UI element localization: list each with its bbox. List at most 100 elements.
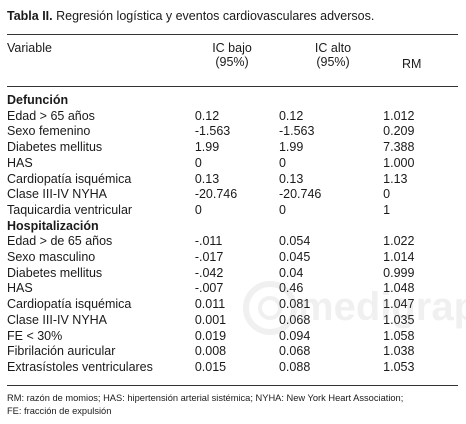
variable-cell: Diabetes mellitus: [7, 140, 103, 155]
ic-bajo-cell: 1.99: [194, 140, 220, 155]
rm-cell: [363, 93, 466, 109]
variable-cell: Sexo femenino: [7, 124, 91, 139]
table-row: Clase III-IV NYHA -20.746 -20.746 0: [7, 187, 466, 203]
ic-bajo-cell: [183, 219, 279, 235]
bottom-rule: [7, 385, 458, 386]
ic-alto-cell: [279, 219, 363, 235]
rm-cell: 1.053: [383, 359, 415, 374]
ic-alto-cell: 1.99: [278, 140, 304, 155]
rm-cell: 1.012: [383, 108, 415, 123]
ic-alto-cell: 0: [278, 202, 286, 217]
ic-bajo-cell: 0.011: [194, 297, 226, 312]
table-row: Diabetes mellitus -.042 0.04 0.999: [7, 266, 466, 282]
variable-cell: Taquicardia ventricular: [7, 202, 133, 217]
variable-cell: Defunción: [7, 93, 69, 107]
header-rm: RM: [402, 57, 422, 71]
variable-cell: Cardiopatía isquémica: [7, 171, 132, 186]
table-row: Extrasístoles ventriculares 0.015 0.088 1.0…: [7, 360, 466, 376]
rm-cell: 0.999: [383, 265, 415, 280]
table-row: Fibrilación auricular 0.008 0.068 1.038: [7, 344, 466, 360]
table-row: HAS 0 0 1.000: [7, 156, 466, 172]
header-variable: Variable: [7, 41, 52, 55]
results-table: Defunción Edad > 65 años 0.12 0.12 1.012 Sexo…: [7, 93, 466, 376]
rm-cell: 1: [383, 202, 391, 217]
footnote-line-2: FE: fracción de expulsión: [7, 406, 112, 416]
ic-bajo-cell: 0.13: [194, 171, 220, 186]
ic-bajo-cell: 0.015: [194, 359, 227, 374]
variable-cell: HAS: [7, 155, 33, 170]
top-rule: [7, 34, 458, 35]
rm-cell: 1.038: [383, 344, 415, 359]
ic-alto-cell: 0.068: [278, 312, 311, 327]
variable-cell: Clase III-IV NYHA: [7, 187, 108, 202]
footnote-line-1: RM: razón de momios; HAS: hipertensión a…: [7, 393, 404, 403]
header-ic-bajo-line1: IC bajo: [212, 41, 252, 55]
variable-cell: Diabetes mellitus: [7, 265, 103, 280]
variable-cell: Extrasístoles ventriculares: [7, 359, 153, 374]
ic-bajo-cell: [183, 93, 279, 109]
ic-alto-cell: 0.13: [278, 171, 304, 186]
ic-bajo-cell: 0.019: [194, 328, 227, 343]
variable-cell: Clase III-IV NYHA: [7, 312, 108, 327]
ic-alto-cell: 0.04: [278, 265, 304, 280]
ic-alto-cell: 0.088: [278, 359, 311, 374]
variable-cell: Fibrilación auricular: [7, 344, 116, 359]
variable-cell: HAS: [7, 281, 33, 296]
variable-cell: Cardiopatía isquémica: [7, 297, 132, 312]
rm-cell: 7.388: [383, 140, 415, 155]
variable-cell: FE < 30%: [7, 328, 63, 343]
table-caption: Tabla II. Regresión logística y eventos …: [7, 9, 374, 23]
ic-bajo-cell: 0.001: [194, 312, 227, 327]
table-title: Regresión logística y eventos cardiovasc…: [56, 9, 375, 23]
table-row: Clase III-IV NYHA 0.001 0.068 1.035: [7, 313, 466, 329]
ic-bajo-cell: 0: [194, 202, 202, 217]
header-rule: [7, 86, 458, 87]
rm-cell: 1.035: [383, 312, 415, 327]
ic-bajo-cell: 0.008: [194, 344, 227, 359]
ic-bajo-cell: -.042: [194, 265, 224, 280]
table-row: HAS -.007 0.46 1.048: [7, 281, 466, 297]
ic-alto-cell: -1.563: [278, 124, 315, 139]
ic-bajo-cell: -.017: [194, 250, 224, 265]
ic-alto-cell: 0.081: [278, 297, 311, 312]
section-header-row: Hospitalización: [7, 219, 466, 235]
ic-alto-cell: 0.094: [278, 328, 311, 343]
variable-cell: Sexo masculino: [7, 250, 96, 265]
table-row: Cardiopatía isquémica 0.13 0.13 1.13: [7, 172, 466, 188]
ic-bajo-cell: 0.12: [194, 108, 220, 123]
rm-cell: 1.022: [383, 234, 415, 249]
table-label: Tabla II.: [7, 9, 53, 23]
ic-bajo-cell: -.011: [194, 234, 223, 249]
rm-cell: 1.000: [383, 155, 415, 170]
ic-alto-cell: -20.746: [278, 187, 322, 202]
ic-alto-cell: [279, 93, 363, 109]
ic-alto-cell: 0.045: [278, 250, 311, 265]
variable-cell: Edad > de 65 años: [7, 234, 113, 249]
table-row: Diabetes mellitus 1.99 1.99 7.388: [7, 140, 466, 156]
header-ic-bajo-line2: (95%): [215, 55, 249, 69]
ic-bajo-cell: -20.746: [194, 187, 238, 202]
rm-cell: 0.209: [383, 124, 415, 139]
ic-bajo-cell: -.007: [194, 281, 224, 296]
table-row: Taquicardia ventricular 0 0 1: [7, 203, 466, 219]
header-ic-alto: IC alto (95%): [288, 41, 378, 69]
header-ic-alto-line1: IC alto: [314, 41, 352, 55]
ic-bajo-cell: 0: [194, 155, 202, 170]
ic-alto-cell: 0.12: [278, 108, 304, 123]
ic-bajo-cell: -1.563: [194, 124, 231, 139]
header-ic-bajo: IC bajo (95%): [187, 41, 277, 69]
table-row: Edad > de 65 años -.011 0.054 1.022: [7, 234, 466, 250]
rm-cell: 1.014: [383, 250, 415, 265]
footnote: RM: razón de momios; HAS: hipertensión a…: [7, 392, 459, 418]
section-header-row: Defunción: [7, 93, 466, 109]
variable-cell: Edad > 65 años: [7, 108, 95, 123]
rm-cell: [363, 219, 466, 235]
table-body: Defunción Edad > 65 años 0.12 0.12 1.012 Sexo…: [7, 93, 466, 376]
ic-alto-cell: 0.46: [278, 281, 304, 296]
ic-alto-cell: 0.068: [278, 344, 311, 359]
table-row: Edad > 65 años 0.12 0.12 1.012: [7, 109, 466, 125]
ic-alto-cell: 0: [278, 155, 286, 170]
table-row: FE < 30% 0.019 0.094 1.058: [7, 329, 466, 345]
table-row: Sexo masculino -.017 0.045 1.014: [7, 250, 466, 266]
